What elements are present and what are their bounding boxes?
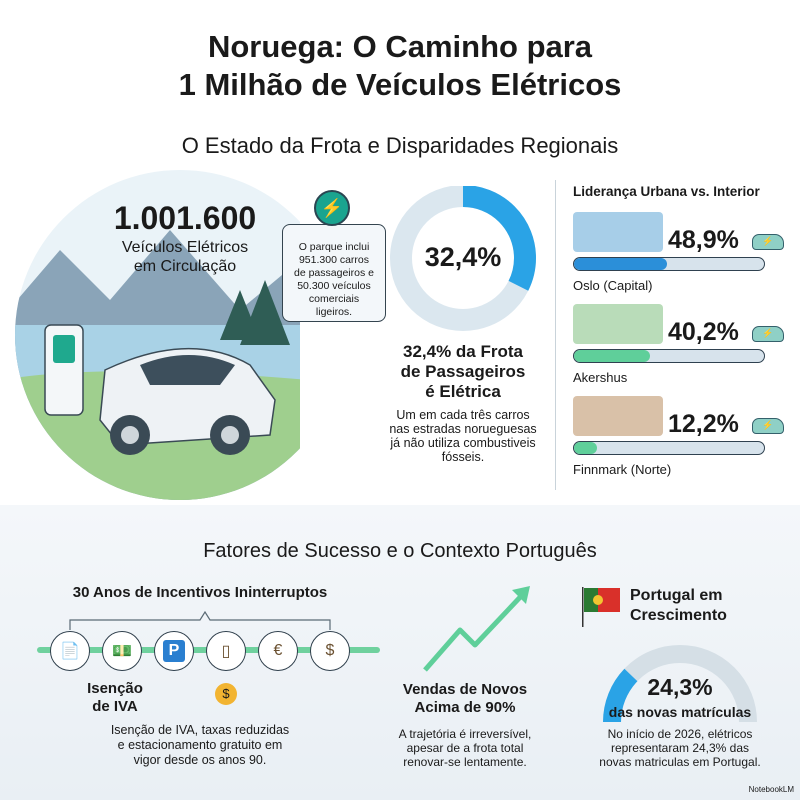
ev-landscape-illustration xyxy=(15,170,300,500)
mountain-river-icon xyxy=(573,396,663,436)
fleet-donut-chart xyxy=(390,186,536,331)
region-name: Finnmark (Norte) xyxy=(573,462,672,477)
region-name: Akershus xyxy=(573,370,628,385)
sales-description: A trajetória é irreversível, apesar de a… xyxy=(398,727,532,769)
money-bag-icon: $ xyxy=(310,631,350,671)
charger-icon: ▯ xyxy=(206,631,246,671)
donut-heading: 32,4% da Frota de Passageiros é Elétrica xyxy=(400,342,526,401)
ev-car-icon: ⚡ xyxy=(752,326,784,342)
region-value: 40,2% xyxy=(668,318,739,346)
parking-icon: P xyxy=(154,631,194,671)
brand-watermark: NotebookLM xyxy=(748,785,794,794)
portugal-gauge xyxy=(603,645,757,723)
city-skyline-icon xyxy=(573,212,663,252)
page-title: Noruega: O Caminho para 1 Milhão de Veíc… xyxy=(178,29,622,102)
fleet-callout: O parque inclui 951.300 carros de passag… xyxy=(282,224,386,322)
trend-arrow-icon xyxy=(423,586,530,672)
euro-coins-icon: € xyxy=(258,631,298,671)
donut-fill xyxy=(390,186,536,331)
region-value: 48,9% xyxy=(668,226,739,254)
vat-label: Isenção de IVA xyxy=(87,680,143,715)
incentives-description: Isenção de IVA, taxas reduzidas e estaci… xyxy=(110,723,290,767)
region-bar-fill xyxy=(574,258,667,270)
incentives-title: 30 Anos de Incentivos Ininterruptos xyxy=(72,584,328,601)
portugal-value: 24,3% xyxy=(647,674,713,700)
region-value: 12,2% xyxy=(668,410,739,438)
section-title-success: Fatores de Sucesso e o Contexto Portuguê… xyxy=(203,540,597,562)
region-bar-fill xyxy=(574,442,598,454)
donut-description: Um em cada três carros nas estradas noru… xyxy=(389,408,537,464)
portugal-title: Portugal em Crescimento xyxy=(630,587,727,624)
region-bar xyxy=(573,257,765,271)
portugal-description: No início de 2026, elétricos representar… xyxy=(599,727,761,769)
donut-value: 32,4% xyxy=(424,242,502,272)
section-title-fleet: O Estado da Frota e Disparidades Regiona… xyxy=(181,133,619,158)
region-bar xyxy=(573,349,765,363)
divider xyxy=(555,180,556,490)
portugal-sublabel: das novas matrículas xyxy=(608,704,752,720)
document-check-icon: 📄 xyxy=(50,631,90,671)
portugal-flag-icon xyxy=(582,587,620,627)
dollar-hand-icon: $ xyxy=(215,683,237,705)
ev-car-icon: ⚡ xyxy=(752,418,784,434)
sales-heading: Vendas de Novos Acima de 90% xyxy=(402,681,528,716)
region-bar xyxy=(573,441,765,455)
lightning-icon: ⚡ xyxy=(314,190,350,226)
banknote-icon: 💵 xyxy=(102,631,142,671)
regions-title: Liderança Urbana vs. Interior xyxy=(573,184,760,199)
ev-car-icon: ⚡ xyxy=(752,234,784,250)
suburb-houses-icon xyxy=(573,304,663,344)
fleet-count: 1.001.600 xyxy=(113,200,257,236)
gauge-fill xyxy=(603,668,638,723)
fleet-label: Veículos Elétricos em Circulação xyxy=(121,239,249,275)
region-name: Oslo (Capital) xyxy=(573,278,653,293)
region-bar-fill xyxy=(574,350,651,362)
